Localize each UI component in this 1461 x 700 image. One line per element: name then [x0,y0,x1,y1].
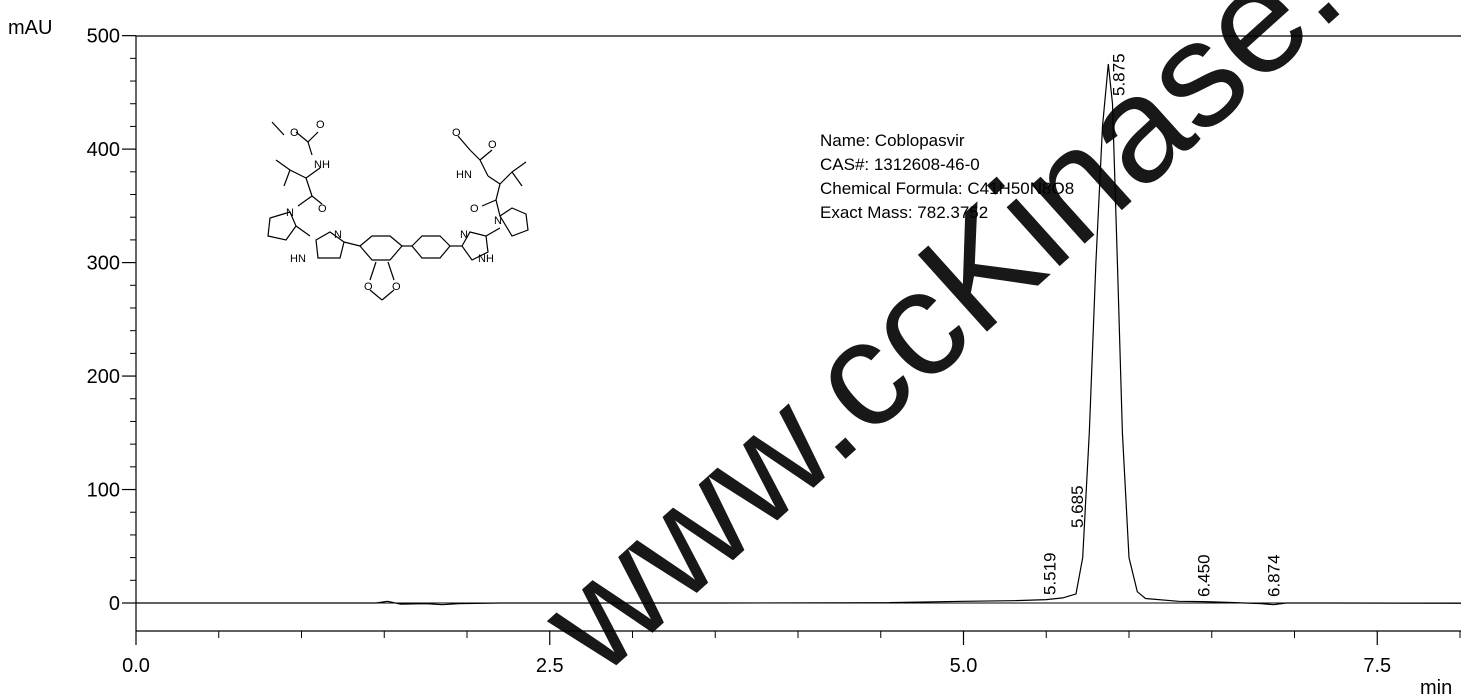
svg-text:O: O [470,203,479,215]
x-ticks: 0.02.55.07.510.012.515.0 [122,631,1461,677]
y-ticks: 0 100 200 300 400 500 [87,26,136,615]
y-tick-label: 300 [87,253,120,275]
peak-label: 5.685 [1068,485,1087,528]
svg-text:O: O [290,127,299,139]
y-tick-label: 400 [87,139,120,161]
svg-text:HN: HN [290,253,306,265]
x-tick-label: 0.0 [122,655,150,677]
peak-label: 6.450 [1195,554,1214,597]
y-tick-label: 500 [87,26,120,48]
svg-text:O: O [318,203,327,215]
x-tick-label: 2.5 [536,655,564,677]
peak-label: 5.875 [1109,53,1128,96]
trace-line [136,63,1461,606]
signal-trace [136,63,1461,606]
svg-text:N: N [286,207,294,219]
svg-text:O: O [452,127,461,139]
x-unit-label: min [1420,677,1452,699]
compound-cas: CAS#: 1312608-46-0 [820,155,980,174]
svg-text:O: O [316,119,325,131]
svg-text:O: O [392,281,401,293]
molecule-atom-labels: O O NH O N N HN O O O O HN O N N NH [286,119,502,293]
y-tick-label: 0 [109,593,120,615]
svg-text:O: O [364,281,373,293]
svg-text:NH: NH [478,253,494,265]
y-tick-label: 100 [87,480,120,502]
svg-text:N: N [460,229,468,241]
compound-formula: Chemical Formula: C41H50N8O8 [820,179,1074,198]
svg-text:O: O [488,139,497,151]
compound-mass: Exact Mass: 782.3752 [820,203,988,222]
watermark: www.ccKinase.com [508,0,1461,700]
peak-label: 6.874 [1265,554,1284,597]
compound-name: Name: Coblopasvir [820,131,965,150]
compound-info: Name: Coblopasvir CAS#: 1312608-46-0 Che… [820,131,1074,222]
y-unit-label: mAU [8,17,52,39]
svg-text:HN: HN [456,169,472,181]
svg-text:N: N [334,229,342,241]
molecule-structure-image [267,121,529,301]
svg-text:N: N [494,215,502,227]
peak-label: 5.519 [1040,552,1059,595]
x-tick-label: 5.0 [950,655,978,677]
x-tick-label: 7.5 [1363,655,1391,677]
svg-text:NH: NH [314,159,330,171]
watermark-text: www.ccKinase.com [508,0,1461,700]
y-tick-label: 200 [87,366,120,388]
